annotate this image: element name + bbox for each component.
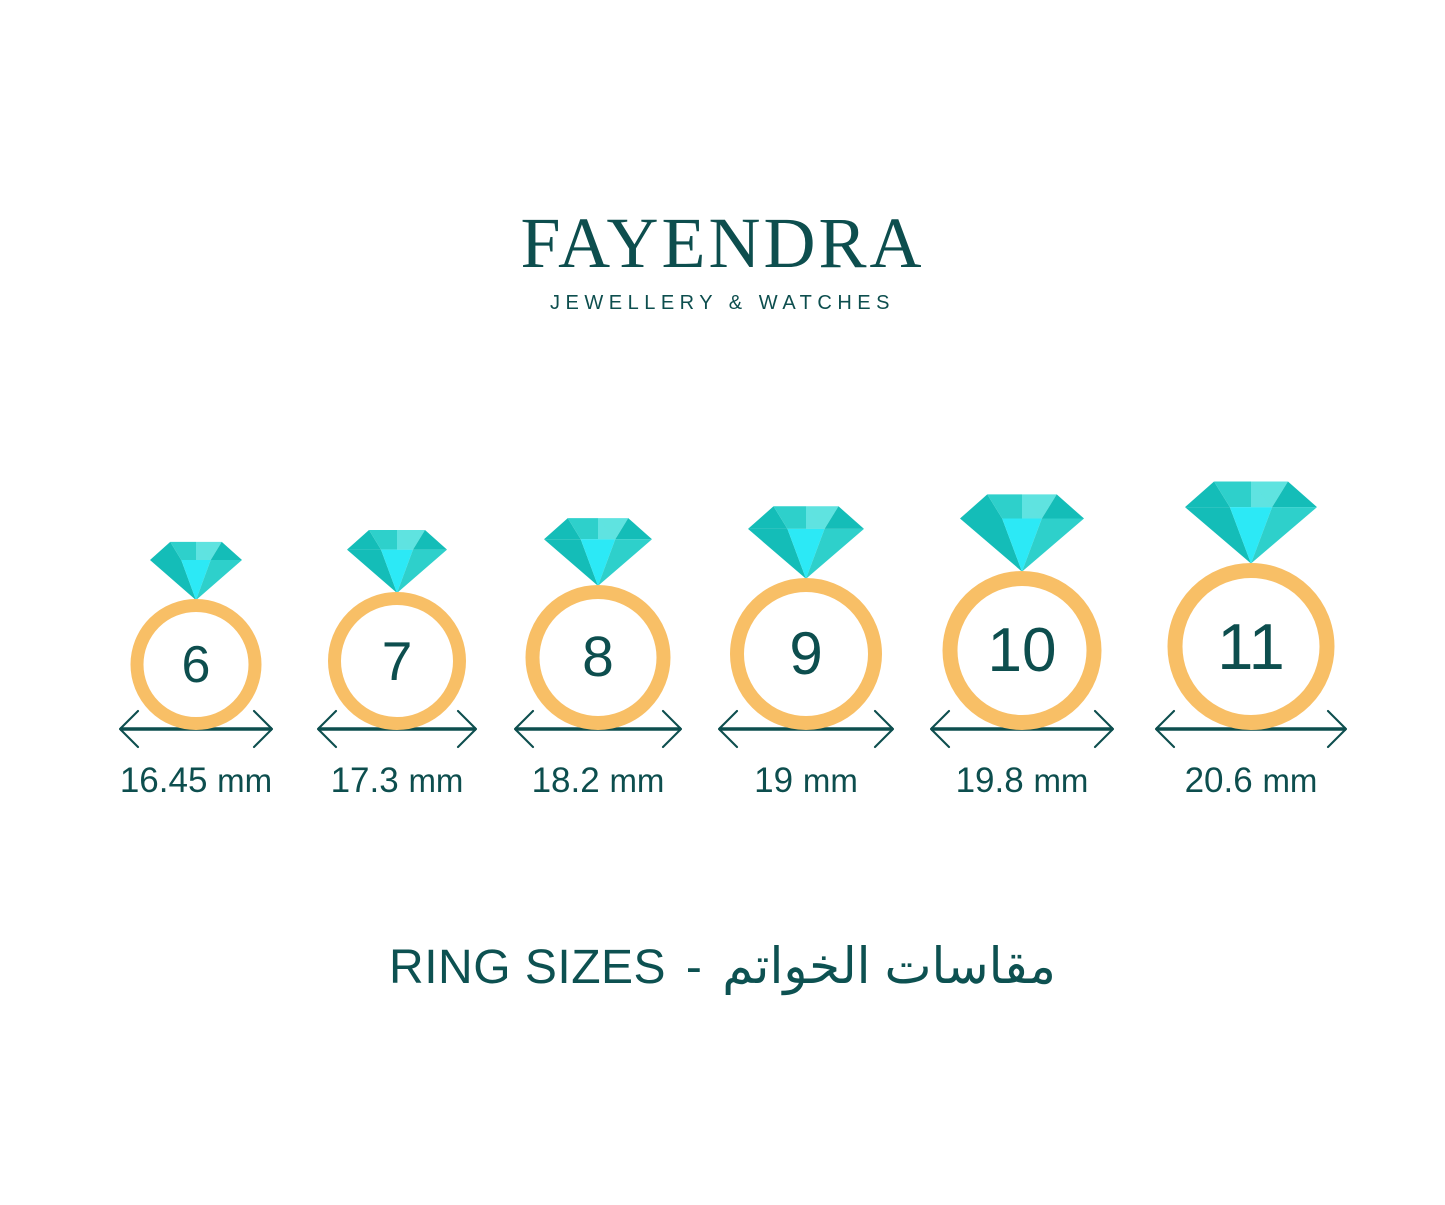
ring-band-9: 9 — [730, 578, 882, 730]
gem-11 — [1185, 479, 1317, 571]
mm-label-10: 19.8 mm — [912, 758, 1132, 804]
ring-item-9[interactable]: 9 — [730, 440, 882, 730]
ring-item-7[interactable]: 7 — [328, 440, 466, 730]
ring-item-10[interactable]: 10 — [942, 440, 1102, 730]
gem-9 — [748, 504, 864, 586]
ring-size-number: 6 — [181, 635, 211, 694]
mm-value: 19.8 — [955, 761, 1024, 800]
brand-name: FAYENDRA — [520, 203, 925, 283]
ring-band-7: 7 — [328, 592, 466, 730]
brand-logo: FAYENDRA JEWELLERY & WATCHES — [0, 206, 1445, 314]
ring-band-6: 6 — [130, 599, 262, 730]
measurement-labels: 16.45 mm 17.3 mm 18.2 mm 19 mm 19.8 mm 20.6 m… — [0, 758, 1445, 814]
mm-value: 20.6 — [1184, 761, 1253, 800]
ring-item-11[interactable]: 11 — [1167, 440, 1335, 730]
mm-label-9: 19 mm — [701, 758, 911, 804]
ring-size-number: 9 — [789, 620, 823, 687]
ring-size-number: 8 — [582, 625, 614, 689]
gem-7 — [347, 528, 447, 600]
mm-value: 16.45 — [119, 761, 208, 800]
ring-band-8: 8 — [525, 585, 671, 730]
mm-label-8: 18.2 mm — [493, 758, 703, 804]
ring-band-11: 11 — [1167, 563, 1335, 730]
mm-unit: mm — [802, 762, 858, 799]
mm-label-7: 17.3 mm — [292, 758, 502, 804]
ring-band-10: 10 — [942, 571, 1102, 730]
diamond-gem-icon — [347, 529, 447, 594]
chart-title: RING SIZES - مقاسات الخواتم — [0, 935, 1445, 999]
mm-unit: mm — [1033, 762, 1089, 799]
mm-unit: mm — [609, 762, 665, 799]
gem-6 — [150, 540, 242, 607]
mm-unit: mm — [217, 762, 273, 799]
ring-size-number: 10 — [987, 615, 1057, 685]
diamond-gem-icon — [748, 506, 864, 579]
gem-10 — [960, 492, 1084, 579]
diamond-gem-icon — [544, 518, 652, 586]
mm-value: 18.2 — [531, 761, 600, 800]
title-separator: - — [685, 941, 703, 994]
ring-size-number: 7 — [381, 629, 413, 692]
mm-value: 17.3 — [330, 761, 399, 800]
diamond-gem-icon — [960, 494, 1084, 572]
gem-8 — [544, 516, 652, 593]
mm-unit: mm — [1262, 762, 1318, 799]
mm-unit: mm — [408, 762, 464, 799]
mm-value: 19 — [754, 761, 794, 800]
ring-size-number: 11 — [1217, 610, 1285, 683]
mm-label-6: 16.45 mm — [91, 758, 301, 804]
ring-item-6[interactable]: 6 — [130, 440, 262, 730]
ring-item-8[interactable]: 8 — [525, 440, 671, 730]
diamond-gem-icon — [1185, 481, 1317, 564]
title-english: RING SIZES — [389, 941, 667, 994]
mm-label-11: 20.6 mm — [1141, 758, 1361, 804]
brand-tagline: JEWELLERY & WATCHES — [550, 292, 895, 314]
diamond-gem-icon — [150, 541, 242, 601]
title-arabic: مقاسات الخواتم — [722, 938, 1056, 994]
ring-illustrations: 6 7 8 — [0, 440, 1445, 730]
